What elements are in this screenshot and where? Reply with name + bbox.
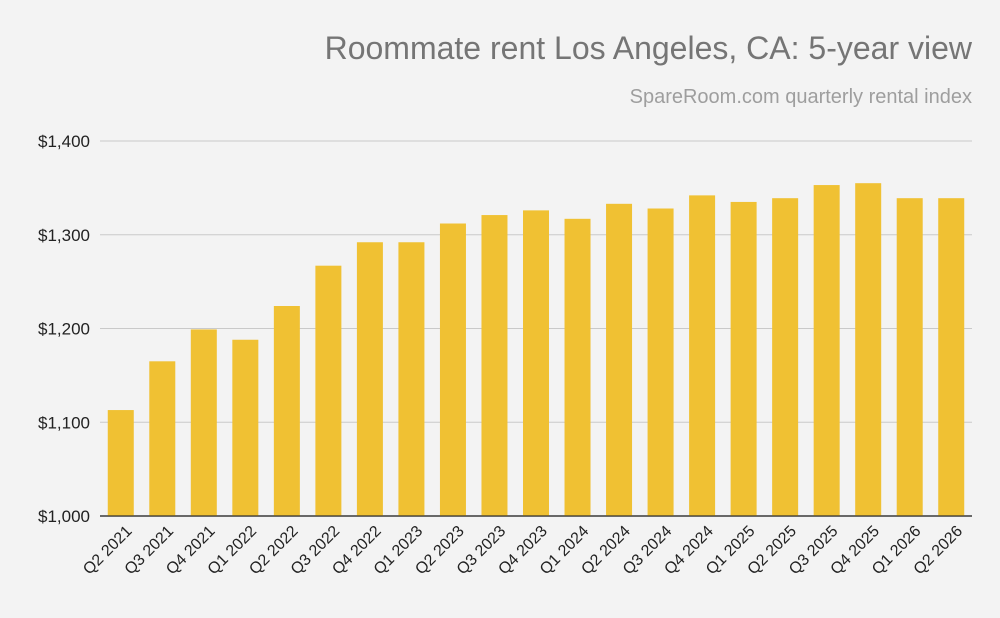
y-tick-label: $1,000 (38, 507, 90, 526)
chart-title: Roommate rent Los Angeles, CA: 5-year vi… (324, 30, 972, 66)
chart-subtitle: SpareRoom.com quarterly rental index (629, 86, 972, 108)
bar (315, 265, 342, 516)
bar (190, 329, 217, 516)
bar (356, 242, 383, 516)
y-tick-label: $1,400 (38, 132, 90, 151)
bars (100, 183, 972, 517)
bar (606, 203, 633, 516)
y-tick-label: $1,100 (38, 413, 90, 432)
y-tick-label: $1,300 (38, 226, 90, 245)
bar (772, 198, 799, 516)
bar (273, 306, 300, 516)
bar (107, 410, 134, 516)
bar (398, 242, 425, 516)
bar (813, 185, 840, 516)
y-tick-label: $1,200 (38, 320, 90, 339)
y-axis-tick-labels: $1,000 $1,100 $1,200 $1,300 $1,400 (38, 132, 90, 526)
bar (149, 361, 176, 516)
bar (481, 215, 508, 516)
bar (439, 223, 466, 516)
bar (730, 201, 757, 516)
bar (855, 183, 882, 516)
bar (564, 218, 591, 516)
bar (523, 210, 549, 516)
bar (938, 198, 965, 516)
bar (232, 339, 259, 516)
bar (647, 208, 674, 516)
bar (896, 198, 923, 516)
bar (689, 195, 716, 516)
